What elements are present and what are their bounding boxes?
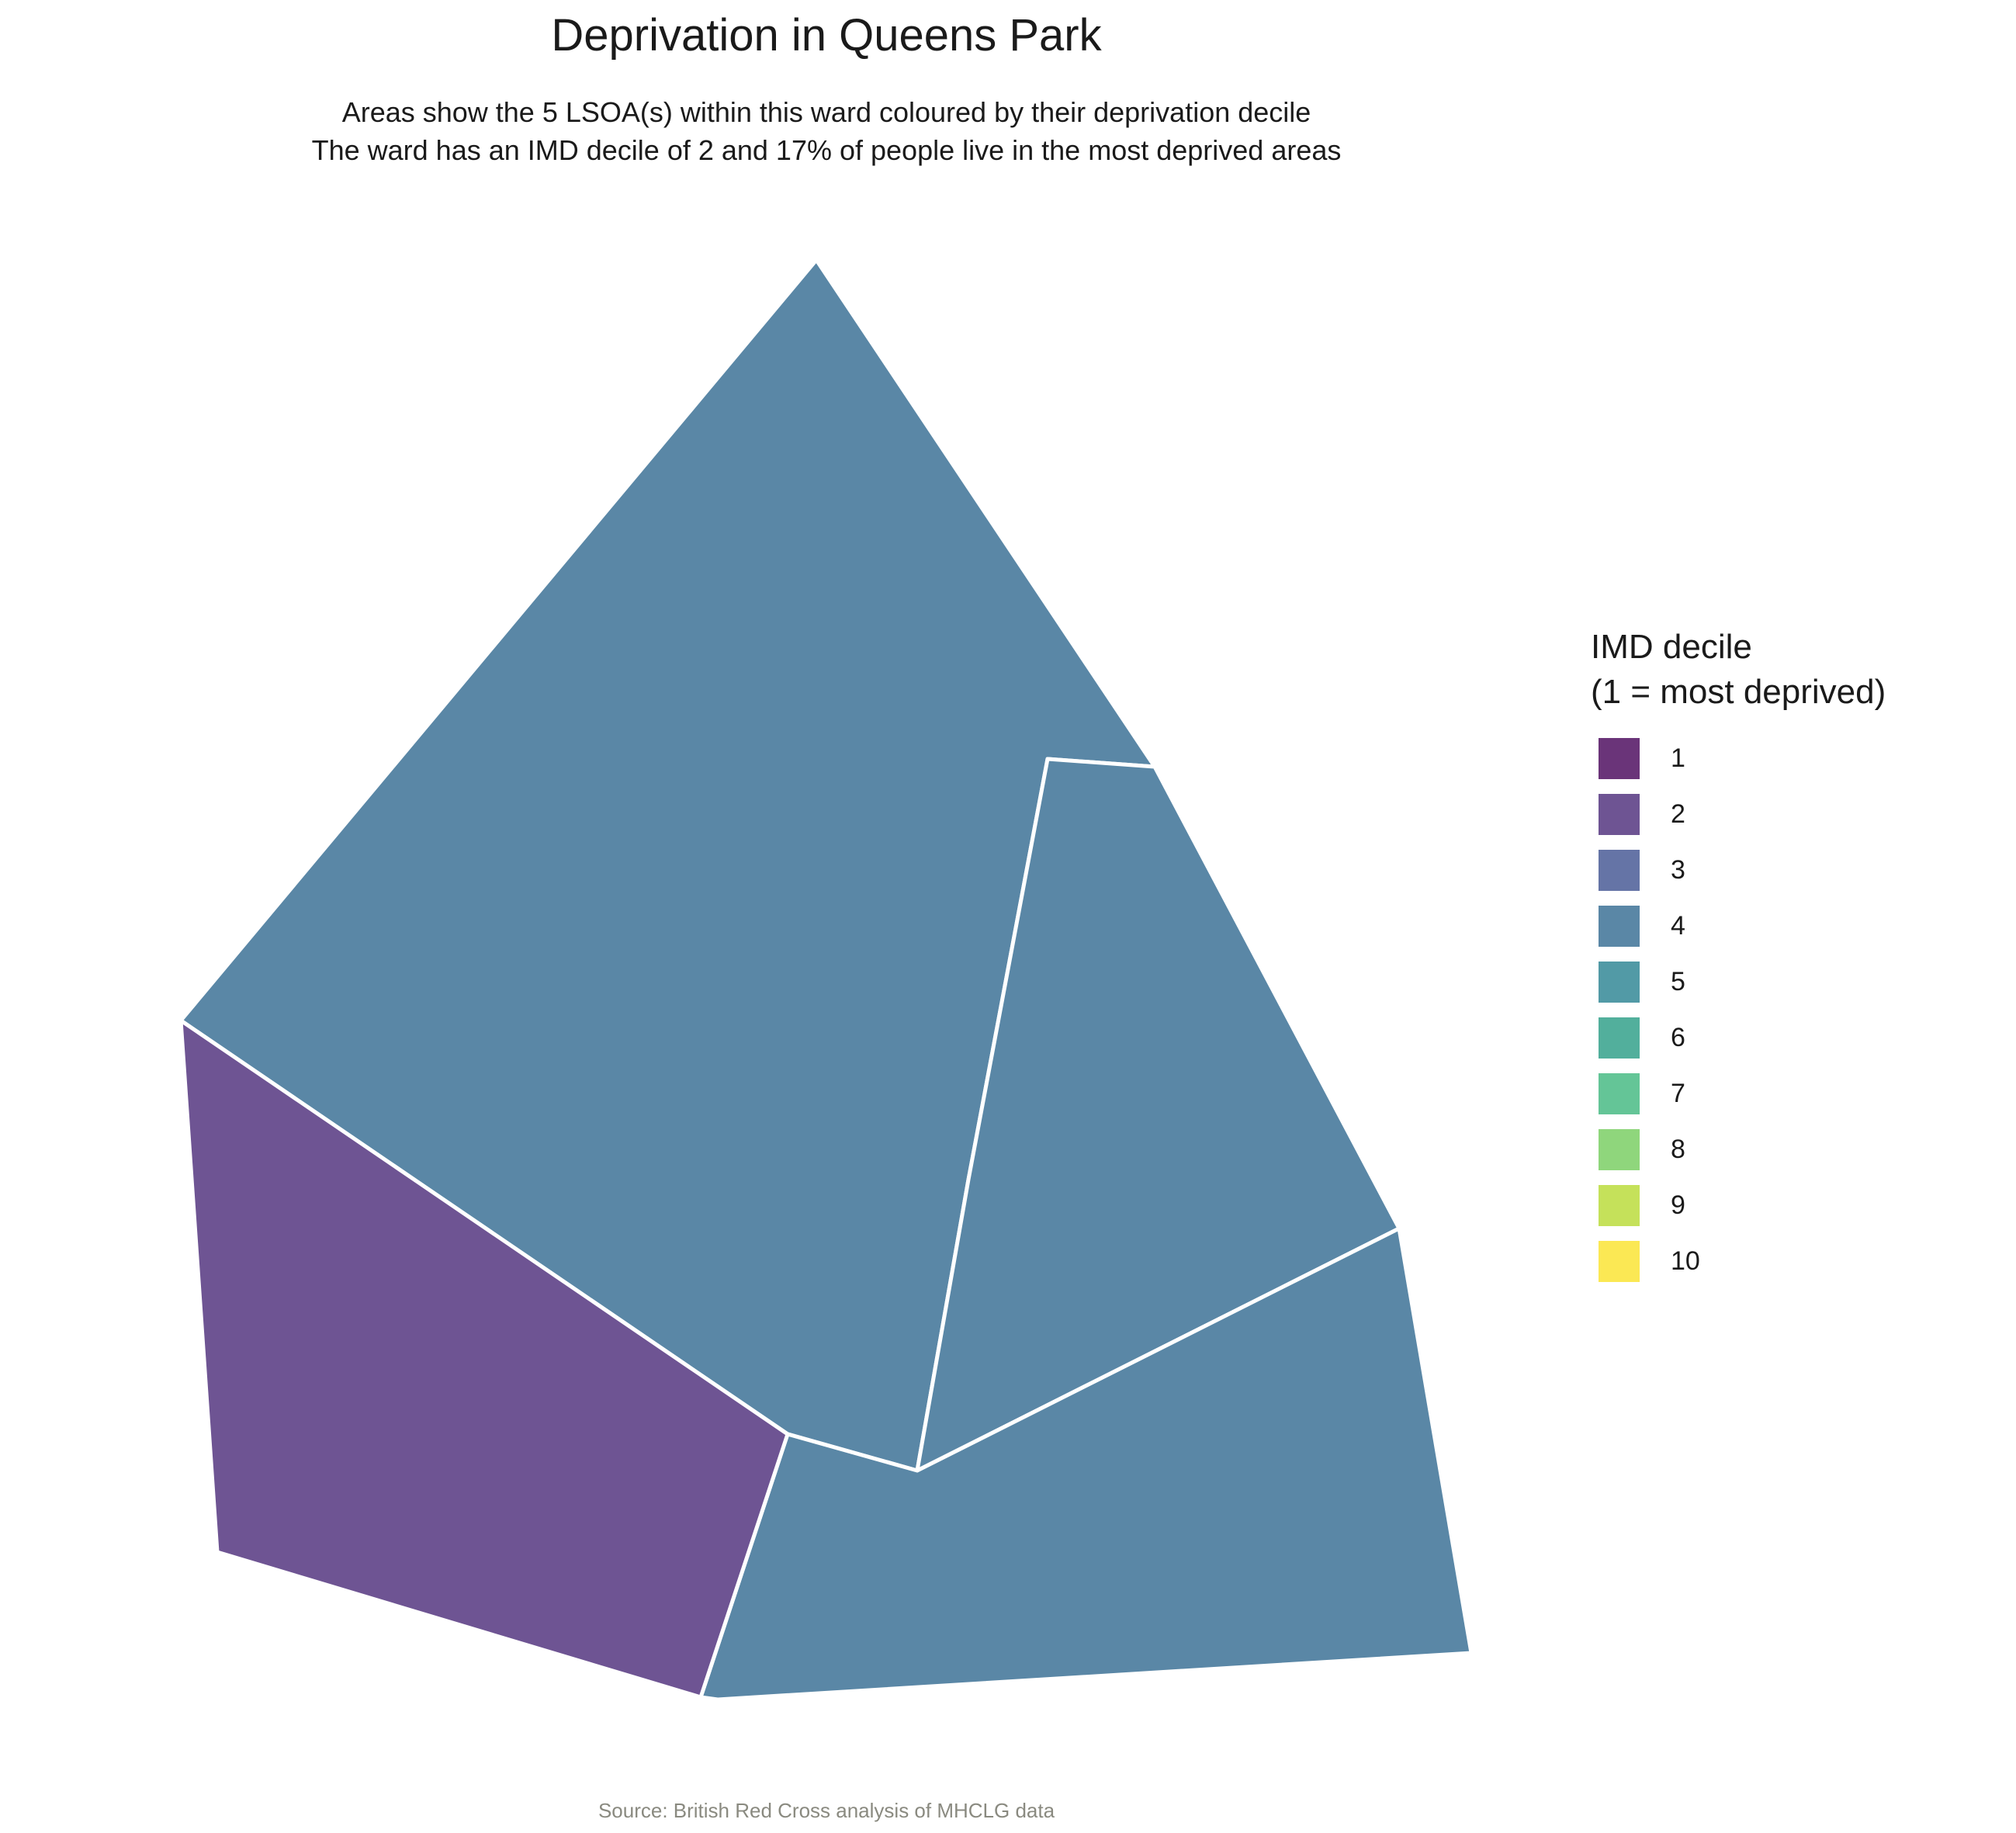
legend-label: 3 [1671, 854, 1685, 885]
legend-item-10: 10 [1591, 1233, 1886, 1289]
legend-swatch [1599, 961, 1640, 1003]
subtitle-line-2: The ward has an IMD decile of 2 and 17% … [311, 134, 1342, 166]
legend-item-8: 8 [1591, 1121, 1886, 1177]
legend-item-9: 9 [1591, 1177, 1886, 1233]
chart-subtitle: Areas show the 5 LSOA(s) within this war… [0, 93, 1653, 169]
legend-label: 2 [1671, 799, 1685, 829]
legend-item-3: 3 [1591, 842, 1886, 898]
lsoa-area-southwest[interactable] [178, 1018, 790, 1700]
legend-label: 5 [1671, 966, 1685, 996]
legend-swatch [1599, 793, 1640, 835]
legend-swatch [1599, 1017, 1640, 1059]
legend-items: 1 2 3 4 5 6 7 8 9 10 [1591, 730, 1886, 1289]
legend-label: 1 [1671, 743, 1685, 773]
legend-item-7: 7 [1591, 1065, 1886, 1121]
legend-label: 4 [1671, 910, 1685, 941]
legend-item-2: 2 [1591, 786, 1886, 842]
legend-swatch [1599, 1240, 1640, 1282]
legend-label: 6 [1671, 1022, 1685, 1052]
subtitle-line-1: Areas show the 5 LSOA(s) within this war… [341, 96, 1311, 128]
legend-title-line-2: (1 = most deprived) [1591, 673, 1886, 711]
legend-item-5: 5 [1591, 954, 1886, 1010]
legend-label: 7 [1671, 1078, 1685, 1108]
legend-swatch [1599, 1072, 1640, 1114]
legend-label: 10 [1671, 1246, 1700, 1276]
legend-item-6: 6 [1591, 1010, 1886, 1065]
legend-title: IMD decile (1 = most deprived) [1591, 625, 1886, 715]
chart-title: Deprivation in Queens Park [551, 10, 1102, 61]
legend-item-1: 1 [1591, 730, 1886, 786]
legend-swatch [1599, 849, 1640, 891]
legend-swatch [1599, 1184, 1640, 1226]
legend-label: 9 [1671, 1190, 1685, 1220]
legend: IMD decile (1 = most deprived) 1 2 3 4 5 6 7 8 9… [1591, 625, 1886, 1289]
ward-map [178, 260, 1471, 1700]
legend-swatch [1599, 905, 1640, 947]
source-caption: Source: British Red Cross analysis of MH… [598, 1799, 1055, 1822]
legend-swatch [1599, 737, 1640, 779]
legend-item-4: 4 [1591, 898, 1886, 954]
legend-label: 8 [1671, 1134, 1685, 1164]
legend-swatch [1599, 1128, 1640, 1170]
legend-title-line-1: IMD decile [1591, 628, 1752, 666]
